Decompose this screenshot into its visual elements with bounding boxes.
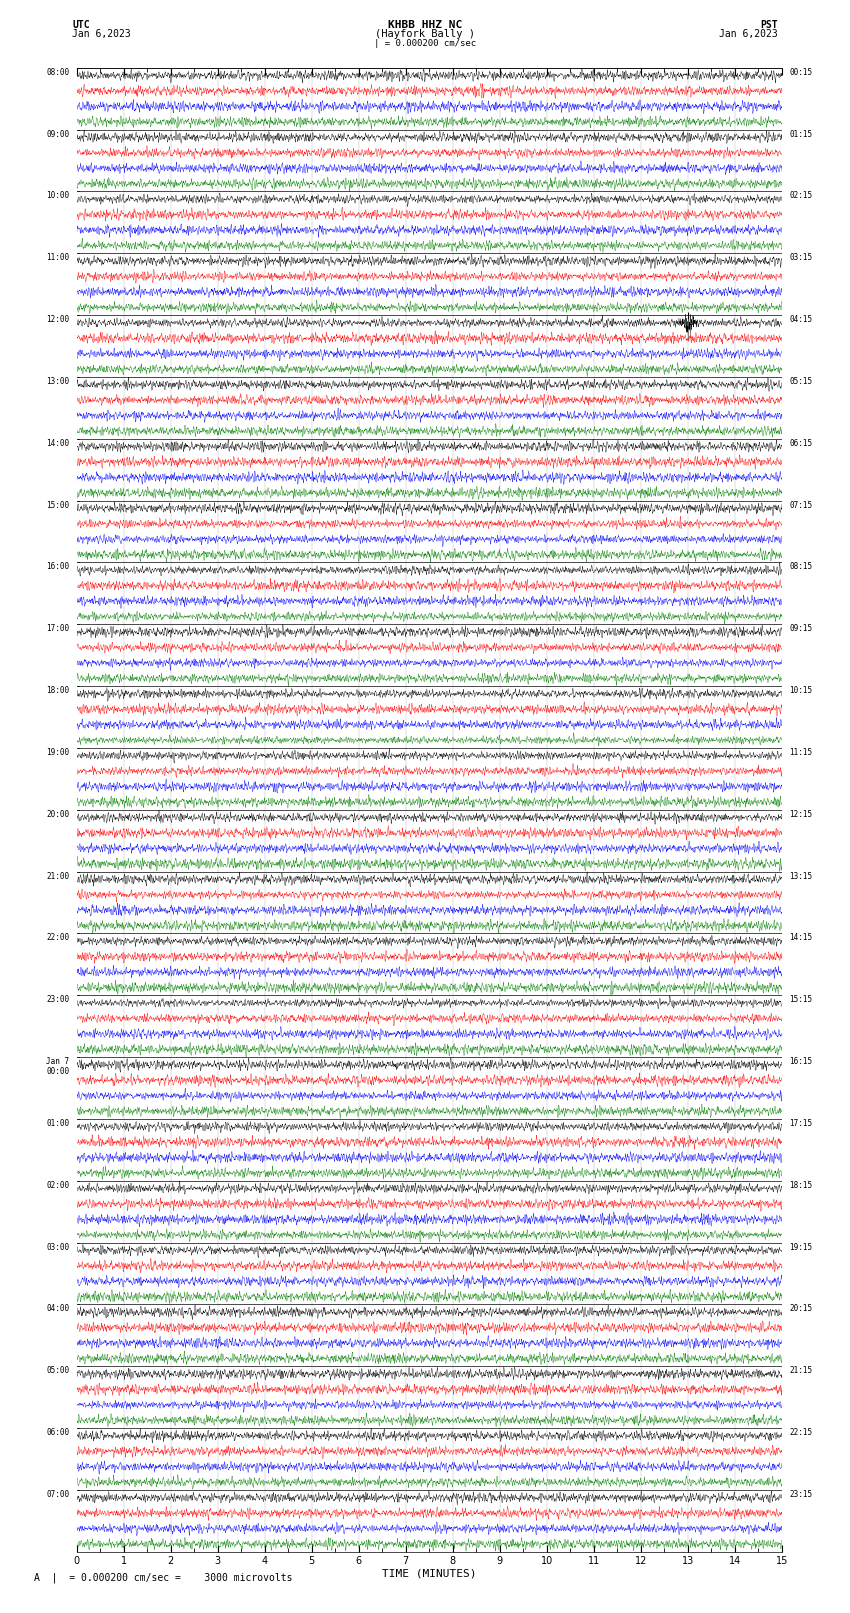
Text: 11:00: 11:00 — [46, 253, 70, 263]
Text: 04:15: 04:15 — [789, 315, 813, 324]
Text: 15:00: 15:00 — [46, 500, 70, 510]
Text: KHBB HHZ NC: KHBB HHZ NC — [388, 19, 462, 31]
Text: | = 0.000200 cm/sec: | = 0.000200 cm/sec — [374, 39, 476, 48]
Text: (Hayfork Bally ): (Hayfork Bally ) — [375, 29, 475, 39]
Text: 01:15: 01:15 — [789, 129, 813, 139]
Text: 06:15: 06:15 — [789, 439, 813, 448]
Text: 09:00: 09:00 — [46, 129, 70, 139]
Text: 04:00: 04:00 — [46, 1305, 70, 1313]
Text: 13:00: 13:00 — [46, 377, 70, 386]
Text: 17:15: 17:15 — [789, 1119, 813, 1127]
Text: 08:00: 08:00 — [46, 68, 70, 77]
Text: 23:15: 23:15 — [789, 1490, 813, 1498]
Text: 12:15: 12:15 — [789, 810, 813, 819]
Text: 00:15: 00:15 — [789, 68, 813, 77]
Text: 01:00: 01:00 — [46, 1119, 70, 1127]
Text: 20:15: 20:15 — [789, 1305, 813, 1313]
Text: 14:00: 14:00 — [46, 439, 70, 448]
Text: 02:15: 02:15 — [789, 192, 813, 200]
Text: 22:15: 22:15 — [789, 1428, 813, 1437]
Text: 03:15: 03:15 — [789, 253, 813, 263]
Text: PST: PST — [760, 19, 778, 31]
Text: 23:00: 23:00 — [46, 995, 70, 1005]
Text: 09:15: 09:15 — [789, 624, 813, 634]
Text: 06:00: 06:00 — [46, 1428, 70, 1437]
Text: 19:00: 19:00 — [46, 748, 70, 756]
Text: UTC: UTC — [72, 19, 90, 31]
Text: 10:00: 10:00 — [46, 192, 70, 200]
Text: 20:00: 20:00 — [46, 810, 70, 819]
Text: 05:15: 05:15 — [789, 377, 813, 386]
Text: 11:15: 11:15 — [789, 748, 813, 756]
Text: 16:00: 16:00 — [46, 563, 70, 571]
Text: Jan 6,2023: Jan 6,2023 — [72, 29, 131, 39]
Text: 21:15: 21:15 — [789, 1366, 813, 1376]
Text: 21:00: 21:00 — [46, 871, 70, 881]
Text: 22:00: 22:00 — [46, 934, 70, 942]
Text: 12:00: 12:00 — [46, 315, 70, 324]
Text: 08:15: 08:15 — [789, 563, 813, 571]
Text: 07:15: 07:15 — [789, 500, 813, 510]
Text: 18:00: 18:00 — [46, 686, 70, 695]
Text: 13:15: 13:15 — [789, 871, 813, 881]
Text: 03:00: 03:00 — [46, 1242, 70, 1252]
Text: 14:15: 14:15 — [789, 934, 813, 942]
Text: 18:15: 18:15 — [789, 1181, 813, 1190]
Text: 19:15: 19:15 — [789, 1242, 813, 1252]
Text: 10:15: 10:15 — [789, 686, 813, 695]
Text: A  |  = 0.000200 cm/sec =    3000 microvolts: A | = 0.000200 cm/sec = 3000 microvolts — [34, 1573, 292, 1582]
Text: 07:00: 07:00 — [46, 1490, 70, 1498]
Text: Jan 6,2023: Jan 6,2023 — [719, 29, 778, 39]
Text: 02:00: 02:00 — [46, 1181, 70, 1190]
Text: 15:15: 15:15 — [789, 995, 813, 1005]
Text: 16:15: 16:15 — [789, 1057, 813, 1066]
Text: 05:00: 05:00 — [46, 1366, 70, 1376]
Text: Jan 7
00:00: Jan 7 00:00 — [46, 1057, 70, 1076]
Text: 17:00: 17:00 — [46, 624, 70, 634]
X-axis label: TIME (MINUTES): TIME (MINUTES) — [382, 1569, 477, 1579]
